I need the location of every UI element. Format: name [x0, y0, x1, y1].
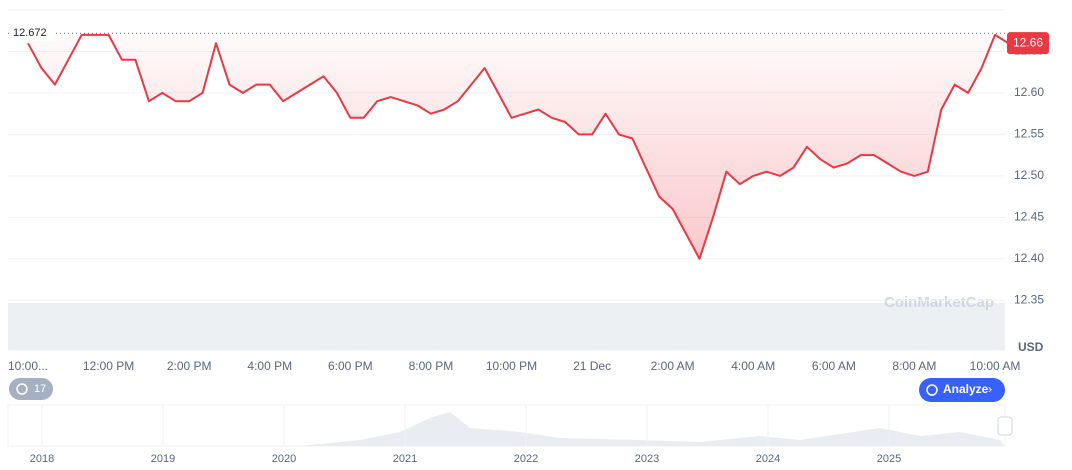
watermark: CoinMarketCap	[884, 294, 994, 311]
navigator-year: 2025	[877, 453, 901, 465]
x-tick-label: 12:00 PM	[83, 359, 134, 373]
x-tick-label: 8:00 PM	[409, 359, 454, 373]
x-tick-label: 6:00 AM	[812, 359, 856, 373]
navigator	[7, 404, 1013, 447]
x-tick-label: 21 Dec	[573, 359, 611, 373]
navigator-year: 2021	[393, 453, 417, 465]
reference-bg	[10, 25, 54, 42]
x-tick-label: 10:00 PM	[486, 359, 537, 373]
y-tick-label: 12.55	[1014, 127, 1044, 141]
navigator-year: 2024	[756, 453, 780, 465]
navigator-year: 2019	[151, 453, 175, 465]
navigator-handle[interactable]	[997, 416, 1013, 436]
x-tick-label: 4:00 PM	[247, 359, 292, 373]
navigator-year: 2023	[635, 453, 659, 465]
x-tick-label: 2:00 AM	[651, 359, 695, 373]
price-tag	[1007, 32, 1049, 55]
x-tick-label: 2:00 PM	[167, 359, 212, 373]
y-unit: USD	[1018, 340, 1044, 354]
price-line	[27, 33, 1009, 260]
y-tick-label: 12.40	[1014, 251, 1044, 265]
navigator-year: 2020	[272, 453, 296, 465]
history-count: 17	[34, 383, 46, 395]
navigator-year: 2022	[514, 453, 538, 465]
analyze-button[interactable]: Analyze ›	[919, 378, 1005, 402]
y-tick-label: 12.35	[1014, 292, 1044, 306]
volume-area	[8, 303, 1005, 350]
y-tick-label: 12.45	[1014, 209, 1044, 223]
price-tag-label: 12.66	[1013, 35, 1043, 49]
x-tick-label: 10:00 AM	[970, 359, 1021, 373]
x-tick-label: 8:00 AM	[892, 359, 936, 373]
analyze-arrow: ›	[988, 382, 992, 396]
x-tick-label: 6:00 PM	[328, 359, 373, 373]
history-button[interactable]: 17	[9, 378, 53, 400]
area-fill	[28, 33, 1005, 259]
y-tick-label: 12.60	[1014, 85, 1044, 99]
x-tick-label: 10:00...	[8, 359, 48, 373]
navigator-area	[8, 412, 1005, 446]
reference-label: 12.672	[13, 27, 47, 39]
navigator-year: 2018	[30, 453, 54, 465]
x-tick-label: 4:00 AM	[731, 359, 775, 373]
y-tick-label: 12.50	[1014, 168, 1044, 182]
analyze-label: Analyze	[943, 382, 989, 396]
